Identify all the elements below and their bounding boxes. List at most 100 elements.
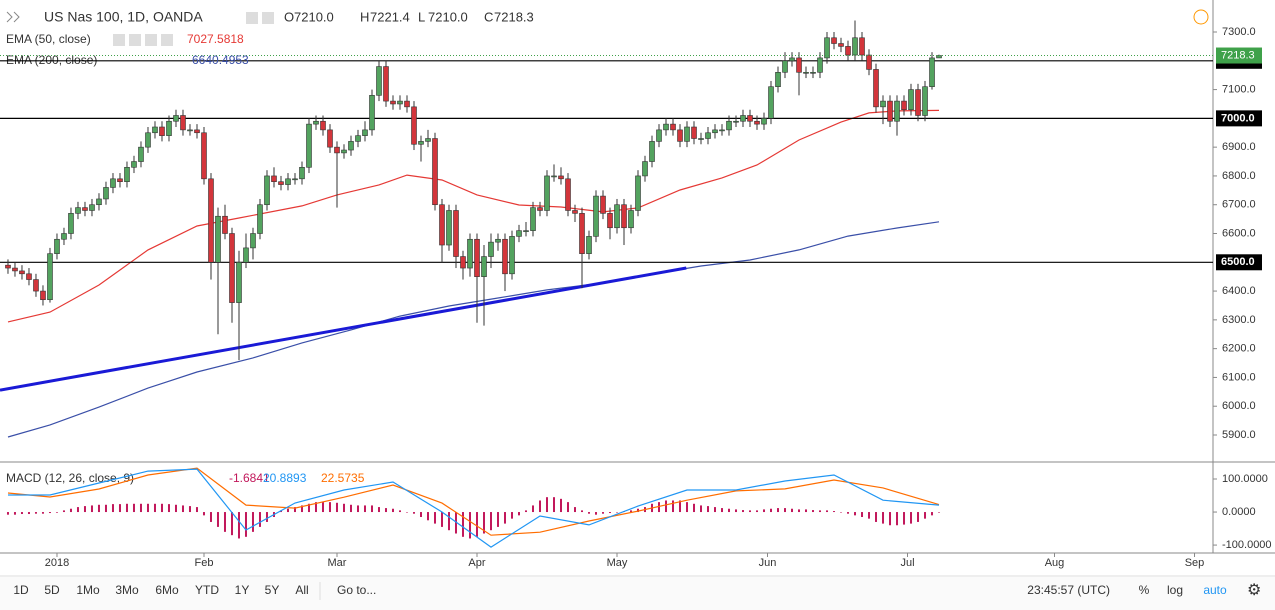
ema50-line xyxy=(7,109,940,323)
y-tick-label: 6900.0 xyxy=(1222,141,1256,153)
candle-body xyxy=(495,238,501,243)
range-button[interactable]: 1Y xyxy=(235,583,250,597)
toolbar xyxy=(0,577,1275,610)
macd-histogram-bar xyxy=(812,510,815,513)
candle-body xyxy=(677,129,683,142)
candle-body xyxy=(747,115,753,122)
macd-histogram-bar xyxy=(146,503,149,513)
candle-body xyxy=(621,204,627,229)
candle-body xyxy=(26,273,32,280)
macd-histogram-bar xyxy=(503,512,506,524)
macd-histogram-bar xyxy=(868,512,871,519)
macd-histogram-bar xyxy=(412,512,415,514)
candle-body xyxy=(712,129,718,134)
candle-body xyxy=(908,89,914,111)
scale-option[interactable]: % xyxy=(1139,583,1150,597)
x-tick-label: Aug xyxy=(1045,557,1065,569)
candle-body xyxy=(628,210,634,229)
range-button[interactable]: 6Mo xyxy=(155,583,179,597)
macd-histogram-bar xyxy=(440,512,443,527)
macd-histogram-bar xyxy=(580,510,583,513)
x-tick-label: Mar xyxy=(328,557,347,569)
icon[interactable] xyxy=(246,12,258,24)
icon[interactable] xyxy=(262,12,274,24)
candle-body xyxy=(782,60,788,73)
macd-histogram-bar xyxy=(524,510,527,513)
ema50-value: 7027.5818 xyxy=(187,32,244,46)
collapse-icon[interactable] xyxy=(6,11,20,23)
candle-body xyxy=(565,178,571,211)
macd-histogram-bar xyxy=(587,512,590,514)
scale-option[interactable]: log xyxy=(1167,583,1183,597)
candle-body xyxy=(187,129,193,132)
macd-legend[interactable]: MACD (12, 26, close, 9) xyxy=(6,471,134,485)
range-button[interactable]: YTD xyxy=(195,583,219,597)
candle-body xyxy=(649,141,655,162)
y-tick-label: 6300.0 xyxy=(1222,314,1256,326)
scale-option[interactable]: auto xyxy=(1203,583,1227,597)
candle-body xyxy=(684,126,690,142)
candle-body xyxy=(12,267,18,272)
macd-histogram-bar xyxy=(566,502,569,513)
macd-histogram-bar xyxy=(489,512,492,531)
range-button[interactable]: 3Mo xyxy=(115,583,139,597)
macd-histogram-bar xyxy=(363,505,366,513)
macd-histogram-bar xyxy=(349,504,352,513)
candle-body xyxy=(845,46,851,56)
goto-button[interactable]: Go to... xyxy=(337,583,376,597)
settings-icon[interactable]: ⚙ xyxy=(1247,582,1261,599)
macd-histogram-bar xyxy=(55,512,58,513)
macd-histogram-bar xyxy=(342,503,345,513)
candle-body xyxy=(390,100,396,105)
macd-histogram-bar xyxy=(658,502,661,513)
clock: 23:45:57 (UTC) xyxy=(1027,583,1110,597)
icon[interactable] xyxy=(113,34,125,46)
trendline[interactable] xyxy=(0,266,687,392)
candle-body xyxy=(82,207,88,211)
symbol-title[interactable]: US Nas 100, 1D, OANDA xyxy=(44,9,203,25)
macd-histogram-bar xyxy=(805,509,808,513)
macd-histogram-bar xyxy=(314,502,317,513)
candle-body xyxy=(292,178,298,181)
ohlc-value: 7221.4 xyxy=(370,9,410,24)
macd-histogram-bar xyxy=(335,502,338,513)
candle-body xyxy=(810,72,816,74)
macd-histogram-bar xyxy=(882,512,885,524)
range-button[interactable]: 5D xyxy=(44,583,60,597)
macd-histogram-bar xyxy=(251,512,254,532)
macd-histogram-bar xyxy=(293,507,296,513)
macd-histogram-bar xyxy=(104,504,107,513)
ema200-legend[interactable]: EMA (200, close) xyxy=(6,53,97,67)
ema50-legend[interactable]: EMA (50, close) xyxy=(6,32,91,46)
candle-body xyxy=(222,215,228,234)
candle-body xyxy=(719,129,725,132)
candle-body xyxy=(481,256,487,277)
macd-histogram-bar xyxy=(398,510,401,513)
icon[interactable] xyxy=(161,34,173,46)
macd-histogram-bar xyxy=(454,512,457,534)
range-button[interactable]: All xyxy=(295,583,308,597)
macd-histogram-bar xyxy=(826,510,829,513)
range-button[interactable]: 1D xyxy=(13,583,29,597)
candle-body xyxy=(264,175,270,206)
range-button[interactable]: 5Y xyxy=(265,583,280,597)
macd-histogram-bar xyxy=(300,505,303,513)
macd-histogram-bar xyxy=(181,505,184,513)
macd-histogram-bar xyxy=(545,497,548,513)
range-button[interactable]: 1Mo xyxy=(76,583,100,597)
macd-histogram-bar xyxy=(573,507,576,513)
candle-body xyxy=(705,132,711,139)
candle-body xyxy=(313,120,319,125)
icon[interactable] xyxy=(145,34,157,46)
candle-body xyxy=(117,178,123,182)
macd-histogram-bar xyxy=(630,510,633,513)
macd-signal-line xyxy=(7,467,940,536)
macd-histogram-bar xyxy=(686,502,689,513)
macd-histogram-bar xyxy=(594,512,597,515)
macd-histogram-bar xyxy=(601,512,604,514)
alert-icon[interactable] xyxy=(1193,9,1209,25)
icon[interactable] xyxy=(129,34,141,46)
candle-body xyxy=(761,118,767,125)
ohlc-prefix: O xyxy=(284,9,294,24)
